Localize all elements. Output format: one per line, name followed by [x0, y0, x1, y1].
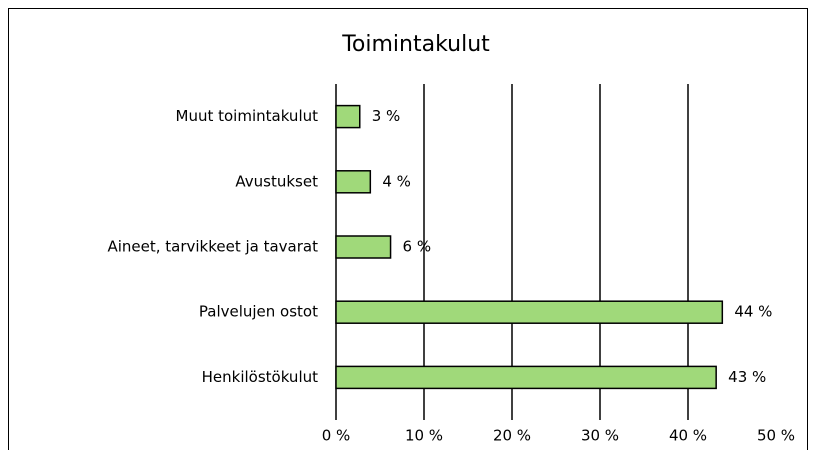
y-tick-label: Henkilöstökulut	[202, 368, 318, 386]
chart-frame	[8, 8, 808, 450]
y-tick-label: Avustukset	[235, 172, 318, 190]
value-label: 44 %	[734, 303, 772, 321]
x-tick-label: 0 %	[322, 427, 351, 445]
bar	[335, 235, 392, 259]
bar	[335, 300, 724, 324]
x-tick-label: 20 %	[493, 427, 531, 445]
value-label: 4 %	[382, 172, 411, 190]
x-tick-label: 50 %	[757, 427, 795, 445]
x-tick-label: 10 %	[405, 427, 443, 445]
x-tick-label: 30 %	[581, 427, 619, 445]
x-tick-label: 40 %	[669, 427, 707, 445]
chart-title: Toimintakulut	[341, 32, 490, 57]
value-label: 43 %	[728, 368, 766, 386]
y-tick-label: Aineet, tarvikkeet ja tavarat	[107, 238, 318, 256]
bar	[335, 365, 717, 390]
value-label: 6 %	[403, 238, 432, 256]
value-label: 3 %	[372, 107, 401, 125]
bar	[335, 170, 372, 194]
y-tick-label: Muut toimintakulut	[176, 107, 319, 125]
bar	[335, 104, 361, 129]
y-tick-label: Palvelujen ostot	[199, 303, 318, 321]
